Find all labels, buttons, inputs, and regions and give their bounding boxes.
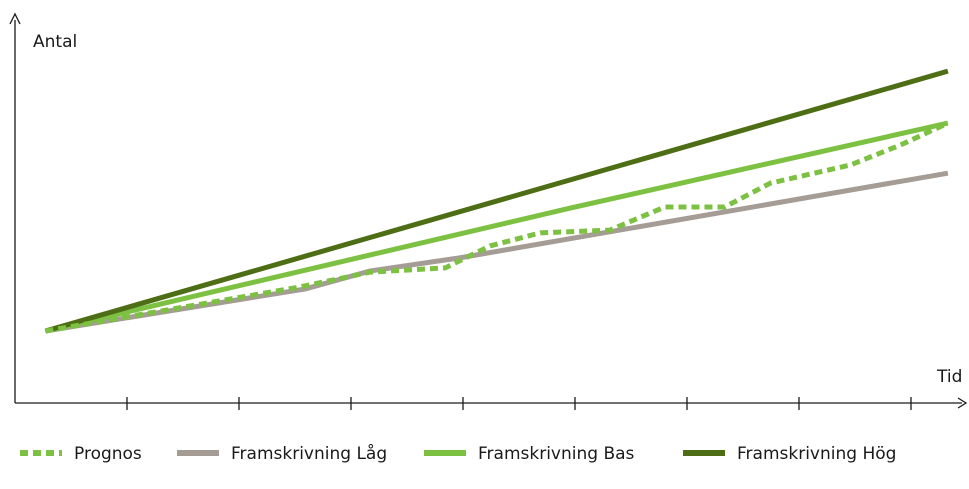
x-arrow: [957, 397, 968, 409]
line: [44, 120, 949, 334]
legend-label: Prognos: [74, 444, 142, 464]
line: [44, 68, 949, 334]
line: [44, 120, 949, 334]
y-axis-label: Antal: [33, 32, 77, 52]
y-arrow: [9, 12, 21, 25]
legend-label: Framskrivning Bas: [478, 444, 635, 464]
axes: [9, 12, 968, 410]
x-ticks: [126, 397, 912, 410]
legend-label: Framskrivning Låg: [231, 443, 387, 464]
x-axis-label: Tid: [936, 367, 962, 387]
legend-label: Framskrivning Hög: [737, 444, 896, 464]
